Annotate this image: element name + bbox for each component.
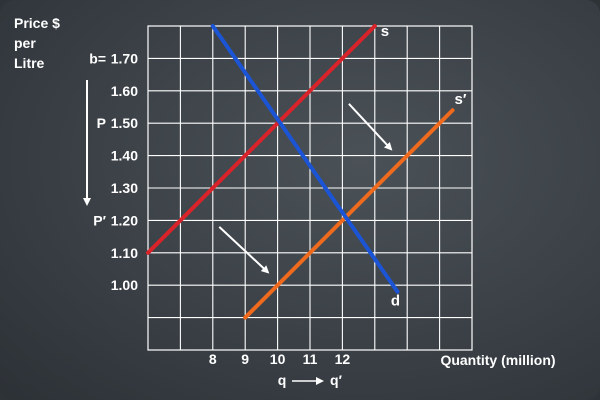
series-line-s-prime: [243, 108, 455, 320]
series-line-d: [210, 24, 400, 294]
y-tick-labels: 1.70 b= 1.60 1.50 P 1.40 1.30 1.20 P′ 1.10 1.00: [89, 50, 138, 293]
y-axis-label-line: Price $: [14, 15, 60, 31]
grid: [148, 26, 472, 350]
y-tick-label: 1.70: [111, 50, 138, 66]
q-label: q: [278, 372, 287, 388]
y-tick-label: 1.00: [111, 277, 138, 293]
y-tick-prefix: P: [97, 115, 106, 131]
x-tick-label: 11: [303, 351, 318, 367]
shift-arrow: [348, 103, 393, 151]
shift-arrows: [218, 103, 393, 274]
y-axis-label-line: Litre: [14, 55, 45, 71]
y-tick-label: 1.10: [111, 245, 138, 261]
y-tick-prefix: P′: [93, 212, 106, 228]
y-tick-label: 1.30: [111, 180, 138, 196]
y-axis-label-line: per: [14, 35, 36, 51]
x-tick-label: 10: [270, 351, 286, 367]
series-lines: s s′ d: [146, 23, 467, 320]
x-tick-label: 8: [209, 351, 217, 367]
series-line-s: [146, 24, 377, 255]
series-label: d: [391, 293, 400, 310]
y-tick-label: 1.50: [111, 115, 138, 131]
series-label: s: [381, 23, 389, 40]
x-tick-label: 9: [241, 351, 249, 367]
y-tick-label: 1.60: [111, 83, 138, 99]
y-tick-prefix: b=: [89, 50, 106, 66]
shift-arrow: [218, 226, 270, 274]
y-axis-label: Price $ per Litre: [14, 15, 60, 71]
q-prime-label: q′: [330, 372, 343, 388]
x-tick-label: 12: [335, 351, 351, 367]
series-label: s′: [455, 91, 467, 108]
y-tick-label: 1.40: [111, 148, 138, 164]
y-tick-label: 1.20: [111, 212, 138, 228]
x-axis-label: Quantity (million): [440, 352, 555, 368]
x-tick-labels: 8 9 10 11 12: [209, 351, 350, 367]
